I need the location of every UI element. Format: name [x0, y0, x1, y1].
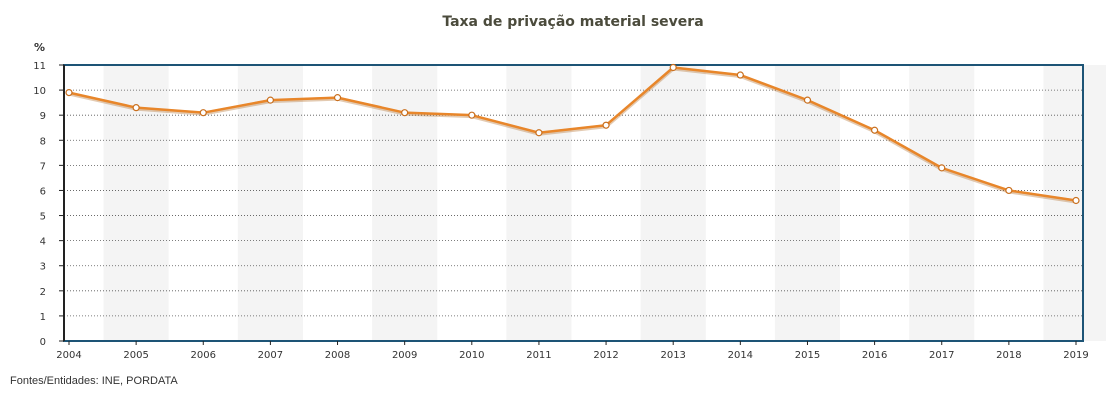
series-layer — [65, 63, 1080, 205]
gridlines — [64, 89, 1083, 317]
band-2017 — [909, 65, 975, 341]
data-point-2007 — [266, 96, 274, 104]
y-tick-label-11: 11 — [33, 61, 46, 72]
data-point-2016 — [870, 126, 879, 134]
y-tick-label-9: 9 — [40, 111, 46, 122]
x-tick-label-2018: 2018 — [996, 350, 1021, 361]
y-tick-label-2: 2 — [40, 287, 46, 298]
x-tick-label-2012: 2012 — [593, 350, 618, 361]
x-tick-label-2016: 2016 — [862, 350, 887, 361]
x-tick-label-2011: 2011 — [526, 350, 551, 361]
x-axis: 2004 2005 2006 2007 2008 2009 2010 2011 2012 2013… — [56, 341, 1089, 361]
source-note: Fontes/Entidades: INE, PORDATA — [10, 375, 178, 387]
x-tick-label-2005: 2005 — [123, 350, 148, 361]
series-0-line — [68, 66, 1077, 202]
x-tick-label-2019: 2019 — [1063, 350, 1088, 361]
x-tick-label-2013: 2013 — [660, 350, 685, 361]
band-2011 — [506, 65, 572, 341]
y-axis: 0 1 2 3 4 5 6 7 8 9 10 11 — [33, 61, 65, 348]
x-tick-label-2006: 2006 — [191, 350, 216, 361]
x-tick-label-2014: 2014 — [728, 350, 753, 361]
y-tick-label-8: 8 — [40, 136, 46, 147]
band-2015 — [774, 65, 841, 341]
data-point-2010 — [468, 111, 476, 119]
y-tick-label-5: 5 — [40, 212, 46, 223]
band-2007 — [237, 65, 303, 341]
x-tick-label-2010: 2010 — [459, 350, 484, 361]
data-point-2018 — [1005, 186, 1013, 195]
y-tick-label-0: 0 — [40, 337, 46, 348]
band-2013 — [640, 65, 706, 341]
y-tick-label-10: 10 — [33, 86, 46, 97]
y-tick-label-6: 6 — [40, 186, 46, 197]
data-point-2017 — [938, 164, 946, 172]
data-point-2004 — [65, 88, 73, 97]
data-point-2008 — [333, 94, 342, 102]
data-point-2015 — [803, 96, 812, 104]
data-point-2014 — [736, 71, 744, 79]
y-tick-label-1: 1 — [40, 312, 46, 323]
x-tick-label-2009: 2009 — [392, 350, 417, 361]
data-point-2011 — [535, 129, 543, 137]
data-point-2009 — [401, 109, 409, 117]
x-tick-label-2007: 2007 — [258, 350, 283, 361]
y-tick-label-3: 3 — [40, 262, 46, 273]
data-point-2005 — [132, 104, 140, 112]
y-tick-label-4: 4 — [40, 237, 46, 248]
x-tick-label-2004: 2004 — [56, 350, 81, 361]
x-tick-label-2015: 2015 — [795, 350, 820, 361]
data-point-2012 — [602, 121, 610, 129]
data-point-2019 — [1072, 196, 1080, 205]
data-point-2006 — [199, 109, 207, 117]
x-tick-label-2008: 2008 — [325, 350, 350, 361]
y-tick-label-7: 7 — [40, 161, 46, 172]
background-bands — [103, 65, 1106, 341]
x-tick-label-2017: 2017 — [929, 350, 954, 361]
y-axis-unit-label: % — [34, 41, 45, 54]
data-point-2013 — [669, 63, 677, 72]
chart-title: Taxa de privação material severa — [442, 14, 704, 30]
